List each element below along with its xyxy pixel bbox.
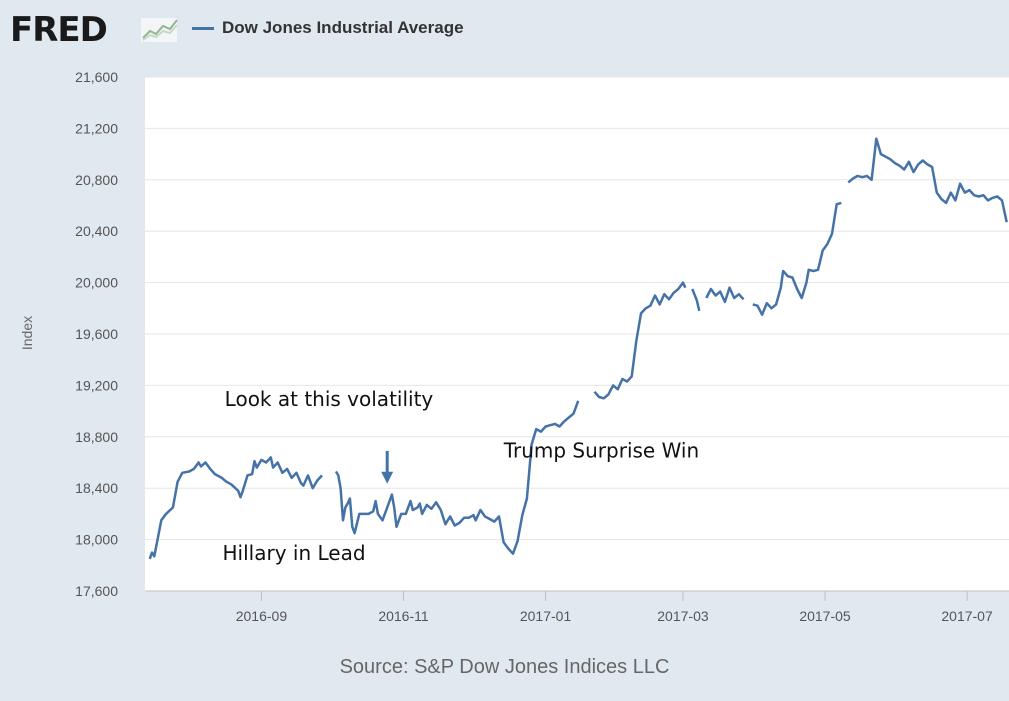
gridlines bbox=[145, 76, 1009, 592]
y-tick-label: 21,200 bbox=[75, 120, 118, 136]
y-tick-label: 19,200 bbox=[75, 377, 118, 393]
y-tick-label: 20,800 bbox=[75, 172, 118, 188]
series-line bbox=[148, 456, 323, 560]
annotation-text: Look at this volatility bbox=[225, 387, 434, 411]
x-tick-label: 2017-03 bbox=[657, 608, 709, 624]
fred-logo[interactable]: FRED bbox=[10, 10, 108, 50]
series-line bbox=[752, 201, 842, 316]
x-tick-label: 2017-05 bbox=[799, 608, 851, 624]
annotation-text: Hillary in Lead bbox=[223, 541, 366, 565]
y-tick-label: 18,400 bbox=[75, 480, 118, 496]
annotation-arrowhead bbox=[381, 471, 394, 484]
chart-legend[interactable]: Dow Jones Industrial Average bbox=[192, 16, 464, 40]
y-tick-label: 19,600 bbox=[75, 326, 118, 342]
x-tick-label: 2016-09 bbox=[236, 608, 288, 624]
line-graph-icon bbox=[141, 18, 178, 42]
series-line bbox=[691, 288, 701, 312]
y-axis-ticks: 17,600 18,000 18,400 18,800 19,200 19,600 20,0… bbox=[75, 69, 118, 599]
y-tick-label: 20,400 bbox=[75, 223, 118, 239]
x-tick-label: 2017-01 bbox=[520, 608, 572, 624]
x-tick-label: 2017-07 bbox=[941, 608, 993, 624]
series-line bbox=[593, 281, 687, 400]
y-tick-label: 18,000 bbox=[75, 532, 118, 548]
chart-header: FRED Dow Jones Industrial Average bbox=[0, 0, 1009, 60]
series-line bbox=[334, 400, 580, 555]
series-line bbox=[847, 137, 1008, 223]
series-lines bbox=[148, 137, 1008, 560]
legend-label: Dow Jones Industrial Average bbox=[222, 18, 464, 37]
y-tick-label: 21,600 bbox=[75, 69, 118, 85]
annotation-text: Trump Surprise Win bbox=[503, 438, 699, 462]
y-tick-label: 17,600 bbox=[75, 583, 118, 599]
y-tick-label: 18,800 bbox=[75, 429, 118, 445]
x-tick-label: 2016-11 bbox=[378, 608, 429, 624]
y-axis-label: Index bbox=[19, 316, 35, 350]
legend-swatch bbox=[192, 26, 214, 30]
annotations: Look at this volatility Trump Surprise Wi… bbox=[223, 387, 700, 565]
series-line bbox=[705, 286, 745, 304]
source-note: Source: S&P Dow Jones Indices LLC bbox=[339, 656, 670, 678]
y-tick-label: 20,000 bbox=[75, 275, 118, 291]
x-axis-ticks: 2016-09 2016-11 2017-01 2017-03 2017-05 2017-… bbox=[236, 591, 993, 624]
